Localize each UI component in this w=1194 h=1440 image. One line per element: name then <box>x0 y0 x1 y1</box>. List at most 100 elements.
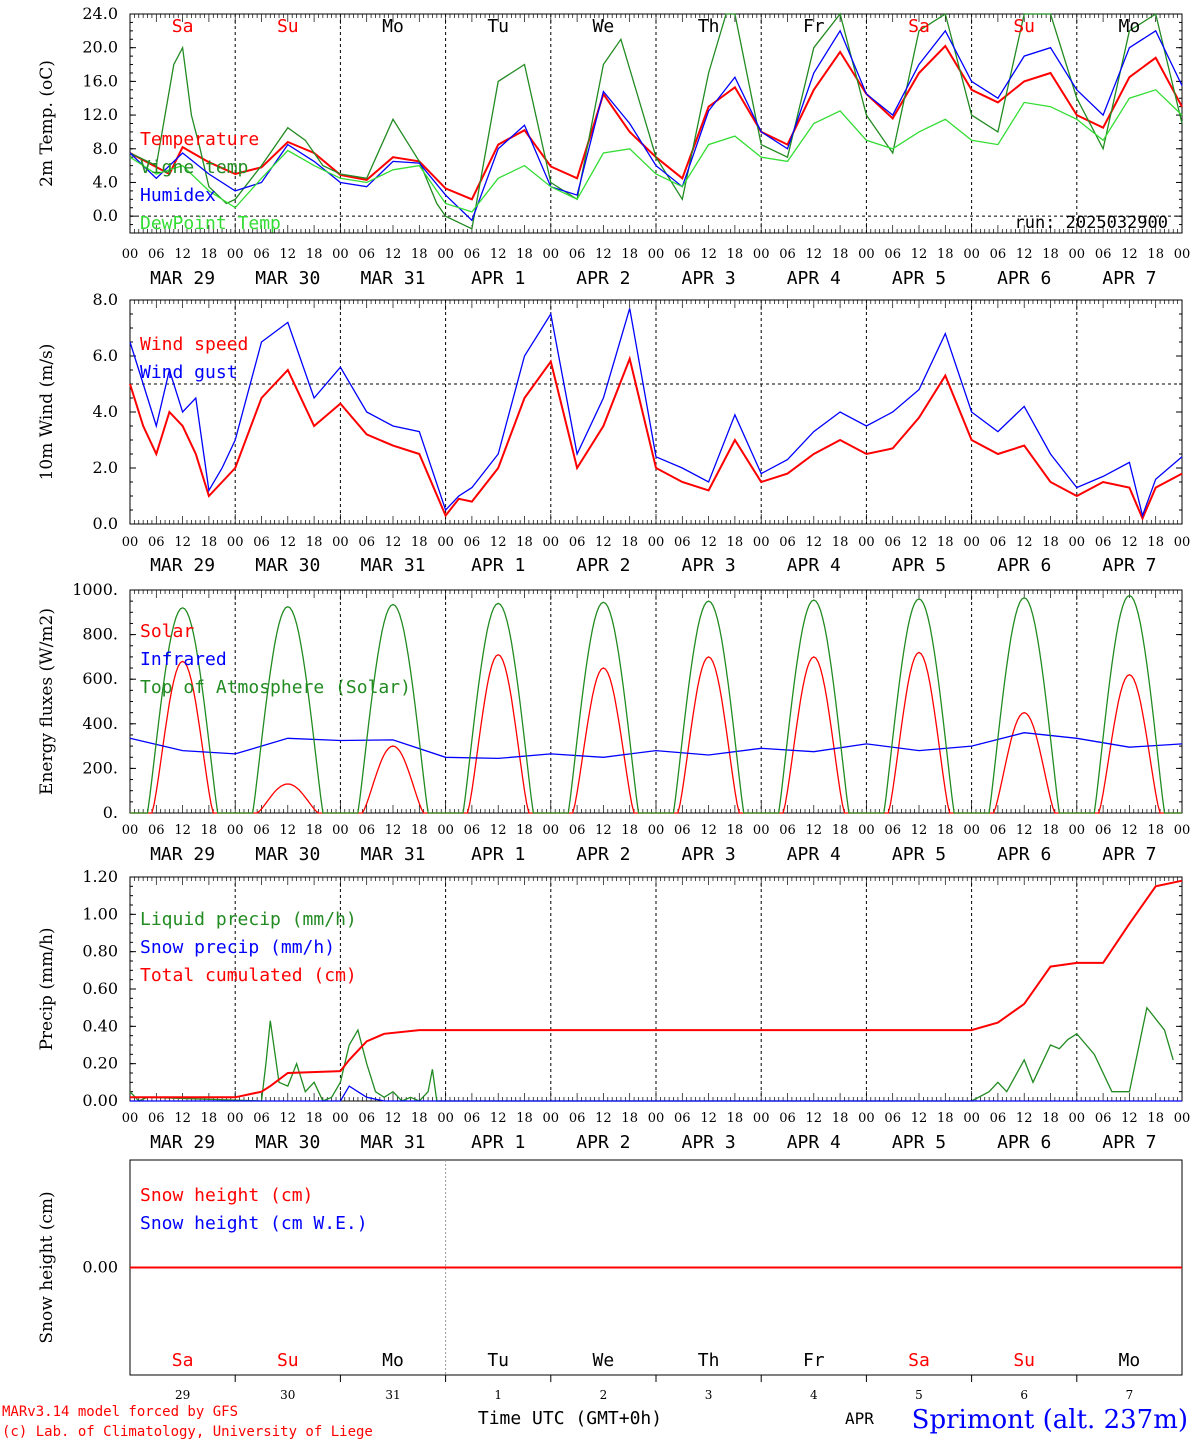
x-hour-label: 12 <box>490 535 507 550</box>
x-hour-label: 12 <box>1121 247 1138 262</box>
series-line-red <box>130 879 1183 1099</box>
x-hour-label: 06 <box>1095 535 1112 550</box>
x-hour-label: 00 <box>1174 823 1191 838</box>
x-day-label: APR 3 <box>682 268 736 289</box>
series-line-green <box>129 12 1183 230</box>
x-day-label: MAR 30 <box>255 844 320 865</box>
series-line-blue <box>129 29 1183 222</box>
x-hour-label: 06 <box>779 247 796 262</box>
day-number: 2 <box>600 1388 608 1402</box>
x-hour-label: 06 <box>674 1111 691 1126</box>
x-hour-label: 00 <box>543 823 560 838</box>
x-hour-label: 12 <box>385 1111 402 1126</box>
y-tick-label: 0.60 <box>82 979 118 998</box>
x-hour-label: 12 <box>806 823 823 838</box>
x-hour-label: 18 <box>201 823 218 838</box>
series-line-lightgreen <box>129 89 1183 213</box>
x-hour-label: 06 <box>884 823 901 838</box>
day-abbr-top: Sa <box>172 16 194 37</box>
y-tick-label: 0.0 <box>93 514 118 533</box>
y-tick-label: 1000. <box>72 580 118 599</box>
x-hour-label: 18 <box>306 823 323 838</box>
x-hour-label: 00 <box>963 823 980 838</box>
x-day-label: APR 4 <box>787 844 841 865</box>
x-day-label: APR 3 <box>682 1132 736 1153</box>
day-number: 4 <box>810 1388 818 1402</box>
x-hour-label: 00 <box>648 535 665 550</box>
x-hour-label: 12 <box>280 1111 297 1126</box>
x-hour-label: 12 <box>806 1111 823 1126</box>
x-hour-label: 00 <box>122 535 139 550</box>
x-hour-label: 12 <box>595 1111 612 1126</box>
x-hour-label: 06 <box>569 1111 586 1126</box>
x-day-label: MAR 30 <box>255 1132 320 1153</box>
x-day-label: APR 6 <box>997 268 1051 289</box>
x-hour-label: 12 <box>911 247 928 262</box>
x-hour-label: 12 <box>700 247 717 262</box>
x-day-label: MAR 29 <box>150 268 215 289</box>
x-hour-label: 06 <box>1095 1111 1112 1126</box>
day-abbr-top: Tu <box>487 16 509 37</box>
y-tick-label: 0.00 <box>82 1258 118 1277</box>
x-hour-label: 00 <box>1174 1111 1191 1126</box>
x-hour-label: 12 <box>700 823 717 838</box>
x-hour-label: 00 <box>543 535 560 550</box>
x-day-label: APR 6 <box>997 844 1051 865</box>
lab-credit: (c) Lab. of Climatology, University of L… <box>2 1424 373 1440</box>
x-day-label: MAR 30 <box>255 555 320 576</box>
y-tick-label: 800. <box>82 625 118 644</box>
x-hour-label: 06 <box>148 535 165 550</box>
x-hour-label: 00 <box>858 247 875 262</box>
x-hour-label: 18 <box>621 823 638 838</box>
y-tick-label: 0.00 <box>82 1091 118 1110</box>
x-hour-label: 06 <box>253 1111 270 1126</box>
day-abbr-bottom: Su <box>1013 1350 1035 1371</box>
x-hour-label: 00 <box>437 1111 454 1126</box>
day-abbr-bottom: Sa <box>908 1350 930 1371</box>
x-hour-label: 12 <box>174 535 191 550</box>
x-hour-label: 12 <box>1016 1111 1033 1126</box>
x-hour-label: 18 <box>201 535 218 550</box>
y-tick-label: 600. <box>82 669 118 688</box>
x-hour-label: 12 <box>280 535 297 550</box>
x-hour-label: 18 <box>516 1111 533 1126</box>
day-abbr-bottom: Tu <box>487 1350 509 1371</box>
x-hour-label: 18 <box>937 823 954 838</box>
x-day-label: MAR 31 <box>360 844 425 865</box>
y-tick-label: 0.40 <box>82 1016 118 1035</box>
station-name: Sprimont (alt. 237m) <box>912 1405 1188 1435</box>
panel-2: 0.0 2.0 4.0 6.0 8.0 10m Wind (m/s) Wind speed W… <box>37 290 1190 576</box>
day-number: 1 <box>494 1388 502 1402</box>
y-axis-label: 2m Temp. (oC) <box>37 60 57 187</box>
y-axis-label: 10m Wind (m/s) <box>37 344 57 481</box>
x-hour-label: 12 <box>595 535 612 550</box>
x-hour-label: 12 <box>490 823 507 838</box>
x-day-label: APR 5 <box>892 555 946 576</box>
x-day-label: MAR 29 <box>150 1132 215 1153</box>
x-hour-label: 18 <box>937 1111 954 1126</box>
day-abbr-top: Mo <box>382 16 404 37</box>
x-hour-label: 06 <box>464 1111 481 1126</box>
x-hour-label: 18 <box>727 247 744 262</box>
day-number: 6 <box>1020 1388 1028 1402</box>
x-hour-label: 00 <box>753 1111 770 1126</box>
plot-frame <box>129 589 1183 814</box>
x-hour-label: 18 <box>621 247 638 262</box>
series-line-red <box>129 355 1183 521</box>
x-hour-label: 18 <box>621 535 638 550</box>
x-day-label: APR 4 <box>787 1132 841 1153</box>
panel-1: 0.0 4.0 8.0 12.0 16.0 20.0 24.0 2m Temp. (oC) Te… <box>37 4 1190 289</box>
y-tick-label: 0. <box>103 803 118 822</box>
x-hour-label: 06 <box>779 1111 796 1126</box>
x-day-label: APR 6 <box>997 1132 1051 1153</box>
x-hour-label: 00 <box>332 1111 349 1126</box>
x-hour-label: 06 <box>674 535 691 550</box>
x-hour-label: 00 <box>1069 535 1086 550</box>
x-day-label: APR 5 <box>892 844 946 865</box>
day-abbr-top: Sa <box>908 16 930 37</box>
x-day-label: APR 4 <box>787 555 841 576</box>
y-tick-label: 200. <box>82 758 118 777</box>
y-tick-label: 1.00 <box>82 904 118 923</box>
y-tick-label: 400. <box>82 714 118 733</box>
x-hour-label: 18 <box>937 247 954 262</box>
